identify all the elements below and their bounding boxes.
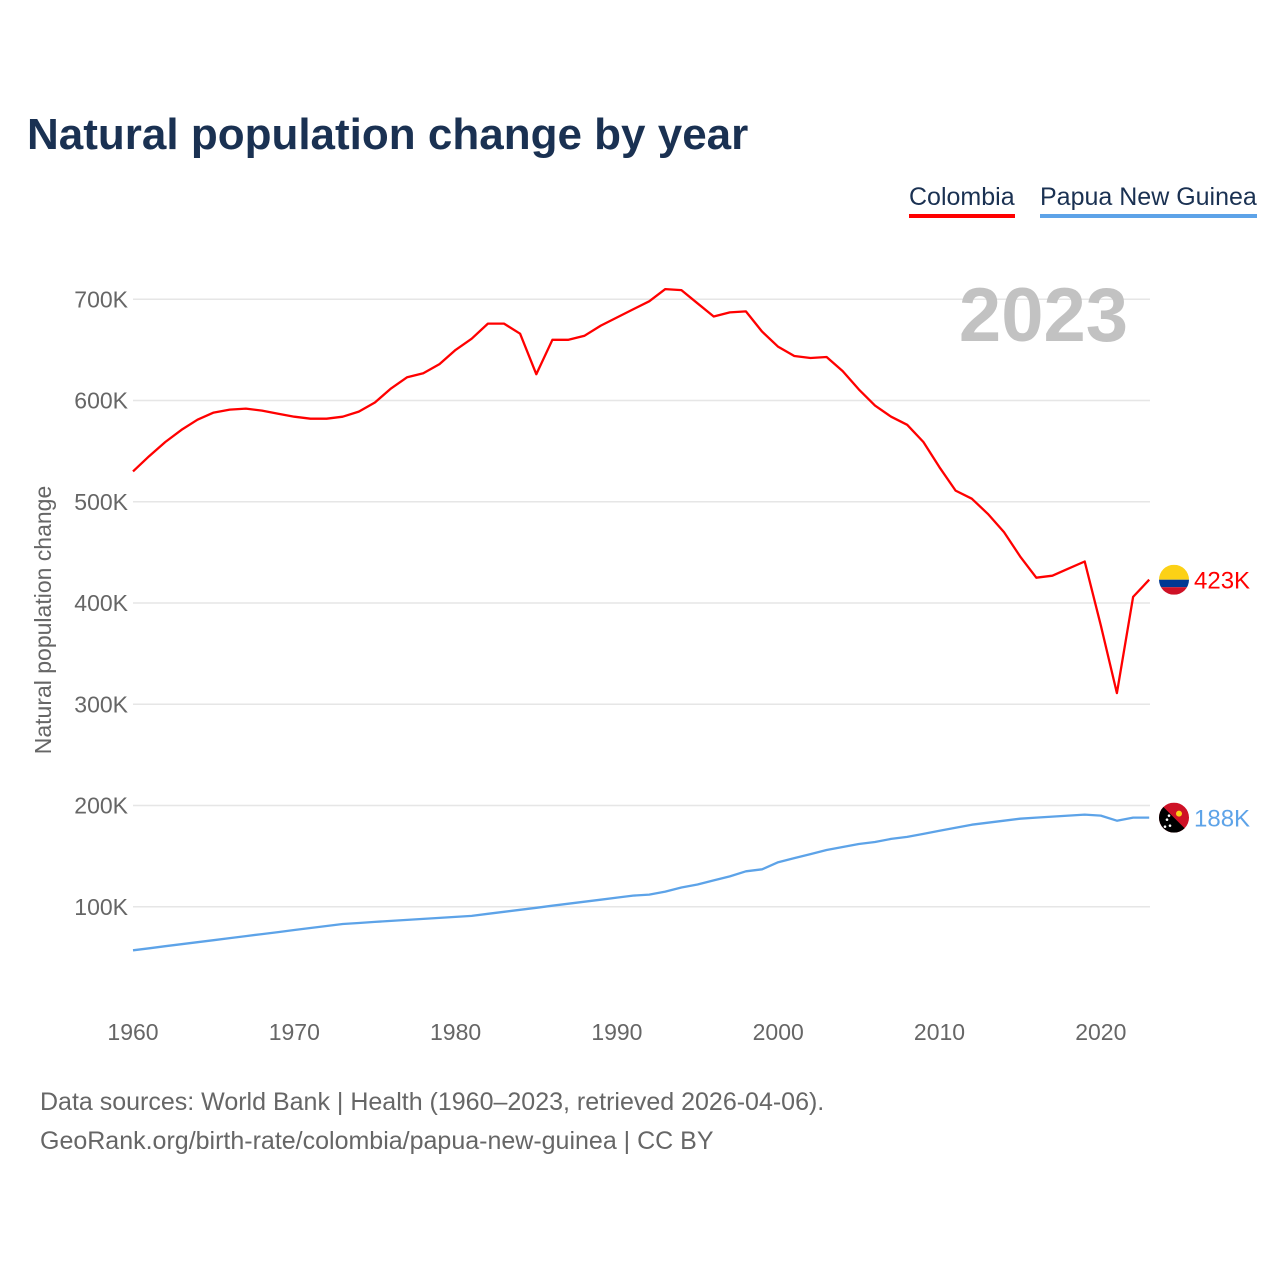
y-tick-label: 600K	[74, 388, 128, 414]
x-tick-label: 1990	[591, 1019, 642, 1045]
y-tick-label: 100K	[74, 894, 128, 920]
chart-title: Natural population change by year	[27, 110, 749, 159]
source-line-1: Data sources: World Bank | Health (1960–…	[40, 1088, 825, 1116]
y-axis-label: Natural population change	[30, 486, 56, 755]
flag-icon-colombia	[1159, 564, 1189, 595]
year-watermark: 2023	[959, 273, 1128, 358]
end-label-papua-new-guinea: 188K	[1194, 806, 1250, 833]
source-line-2[interactable]: GeoRank.org/birth-rate/colombia/papua-ne…	[40, 1127, 714, 1155]
x-tick-label: 1980	[430, 1019, 481, 1045]
series-line-papua-new-guinea	[132, 813, 1150, 952]
series-line-colombia	[132, 287, 1151, 695]
x-tick-label: 1960	[107, 1019, 158, 1045]
end-label-colombia: 423K	[1194, 568, 1250, 595]
legend-item-papua-new-guinea[interactable]: Papua New Guinea	[1040, 183, 1257, 218]
x-tick-label: 1970	[269, 1019, 320, 1045]
x-tick-label: 2010	[914, 1019, 965, 1045]
flag-icon-papua-new-guinea	[1159, 802, 1189, 833]
y-tick-label: 200K	[74, 793, 128, 819]
x-tick-label: 2020	[1075, 1019, 1126, 1045]
y-tick-label: 700K	[74, 286, 128, 312]
y-tick-label: 500K	[74, 489, 128, 515]
y-tick-label: 300K	[74, 691, 128, 717]
y-tick-label: 400K	[74, 590, 128, 616]
x-tick-label: 2000	[753, 1019, 804, 1045]
legend-item-colombia[interactable]: Colombia	[909, 183, 1015, 218]
